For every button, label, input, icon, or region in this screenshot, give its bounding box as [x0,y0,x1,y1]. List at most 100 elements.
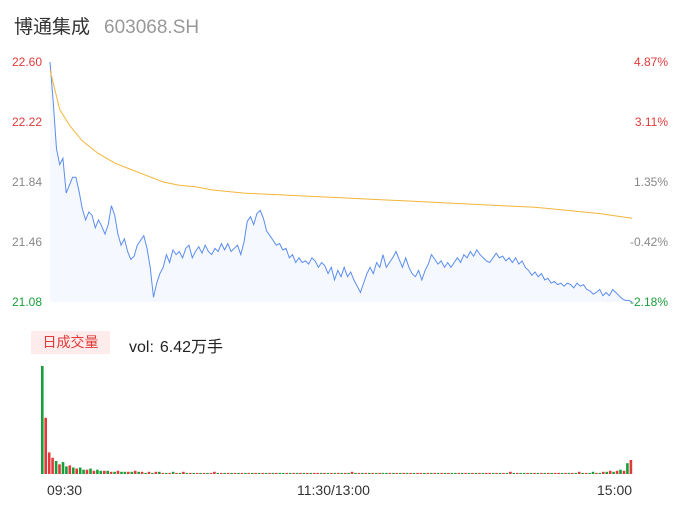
volume-bar [61,462,65,474]
volume-bar [65,466,68,474]
volume-bar [44,417,47,474]
volume-bar [182,471,185,474]
y-right-tick: 4.87% [633,55,668,69]
volume-bar [416,472,419,474]
volume-bar [560,472,564,474]
volume-bar [337,472,340,474]
volume-bar [199,472,202,474]
volume-bar [144,472,147,474]
volume-bar [619,469,622,474]
volume-value: 6.42万手 [159,339,224,356]
volume-key: vol: [129,339,154,356]
volume-bar [361,472,364,474]
volume-bar [147,471,151,474]
volume-bar [357,472,361,474]
volume-bar [257,472,261,474]
volume-bar [309,472,313,474]
stock-code: 603068.SH [104,17,200,38]
volume-bar [261,472,264,474]
volume-bar [41,366,44,474]
volume-bar [103,470,106,474]
volume-bar [629,460,633,474]
volume-bar [154,471,158,474]
volume-bar [602,471,605,474]
volume-bar [433,472,436,474]
volume-bar [216,472,220,474]
volume-bar [498,472,502,474]
volume-bar [185,472,189,474]
volume-bar [209,472,213,474]
volume-bar [230,472,233,474]
volume-bar [550,472,553,474]
volume-bar [130,471,134,474]
volume-bar [133,470,137,474]
volume-bar [140,471,144,474]
volume-bar [137,471,140,474]
x-tick-open: 09:30 [47,482,83,498]
volume-bar [605,471,609,474]
volume-bar [378,472,381,474]
volume-bar [316,472,319,474]
volume-bar [340,472,343,474]
volume-bar [127,471,130,474]
volume-bar [299,472,302,474]
volume-bar [350,471,354,474]
volume-bar [220,472,223,474]
volume-bar [471,472,474,474]
volume-bar [488,472,491,474]
volume-bar [58,464,61,474]
volume-bar [402,472,405,474]
volume-bar [206,472,209,474]
volume-bar [251,472,254,474]
title-row: 博通集成 603068.SH [14,12,199,40]
volume-tab[interactable]: 日成交量 [31,331,110,354]
volume-bar [89,468,92,474]
volume-bar [429,472,433,474]
volume-bar [595,472,598,474]
volume-bar [447,472,450,474]
volume-bar [412,472,416,474]
volume-bar [330,472,333,474]
volume-bar [495,472,498,474]
volume-bar [99,470,103,474]
volume-bar [419,472,423,474]
volume-bar [213,471,216,474]
volume-bar [529,472,533,474]
volume-bar [423,472,426,474]
volume-bar [426,472,430,474]
volume-bar [440,472,443,474]
volume-bar [474,472,478,474]
volume-bar [233,472,237,474]
volume-bar [409,472,412,474]
y-right-tick: 1.35% [633,175,668,189]
volume-bar [543,472,547,474]
volume-bar [395,472,399,474]
volume-bar [175,472,178,474]
price-area [50,62,632,302]
volume-bar [85,469,89,474]
volume-bar [223,472,226,474]
x-tick-break: 11:30/13:00 [297,482,370,498]
volume-bar [371,472,374,474]
volume-bar [598,472,602,474]
volume-bar [123,471,127,474]
volume-bar [271,472,275,474]
volume-bar [454,472,457,474]
volume-bar [240,472,244,474]
volume-bar [364,472,368,474]
volume-bar [82,469,85,474]
volume-bar [333,472,337,474]
volume-bar [385,472,388,474]
volume-bar [464,472,467,474]
volume-bar [399,472,402,474]
volume-bar [302,472,306,474]
volume-bar [502,472,505,474]
volume-bar [54,461,58,474]
volume-bar [533,472,536,474]
volume-bar [509,471,512,474]
volume-bar [171,471,175,474]
volume-bar [226,472,230,474]
volume-bar [481,472,485,474]
volume-bar [591,471,595,474]
volume-bar [584,472,588,474]
